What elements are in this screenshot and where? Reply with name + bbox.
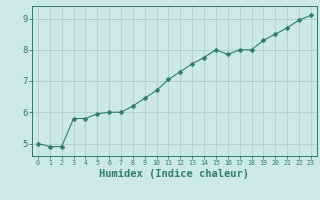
X-axis label: Humidex (Indice chaleur): Humidex (Indice chaleur) — [100, 169, 249, 179]
